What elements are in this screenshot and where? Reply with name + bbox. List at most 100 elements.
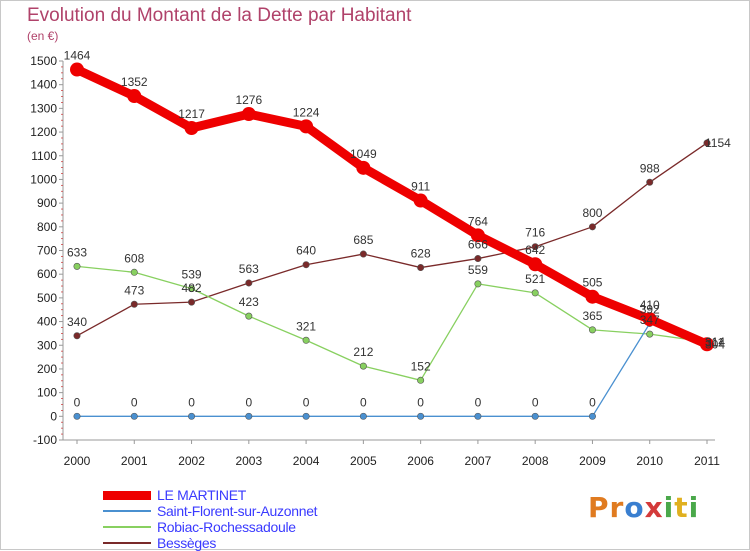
data-point [642,312,657,327]
data-label: 1049 [350,147,377,161]
data-label: 311 [705,336,724,350]
legend-swatch [103,490,151,500]
data-label: 1217 [178,107,205,121]
data-label: 212 [353,345,373,359]
y-tick-label: 500 [37,291,57,305]
data-label: 152 [411,359,431,373]
series-line-1 [76,322,708,417]
y-tick-label: 1400 [30,78,57,92]
data-point [646,178,654,186]
x-tick-label: 2008 [522,454,549,468]
data-point [359,412,367,420]
data-point [188,412,196,420]
data-point [130,412,138,420]
y-tick-label: 200 [37,362,57,376]
data-label: 1352 [121,75,148,89]
series-line-2 [76,265,708,381]
data-point [302,412,310,420]
data-point [700,337,714,352]
data-point [302,261,310,269]
data-point [417,412,425,420]
data-label: 521 [525,272,545,286]
data-point [245,412,253,420]
data-label: 482 [182,281,202,295]
data-label: 988 [640,161,660,175]
data-label: 0 [417,395,424,409]
data-label: 0 [245,395,252,409]
x-tick-label: 2007 [465,454,492,468]
legend-label: Bessèges [157,535,217,551]
logo-letter: t [674,491,689,524]
legend-swatch [103,510,151,512]
y-tick-label: 1100 [31,149,57,163]
data-label: 685 [353,233,373,247]
data-point [588,412,596,420]
data-point [302,336,310,344]
x-tick-label: 2005 [350,454,377,468]
x-tick-label: 2002 [178,454,205,468]
series-line-3 [76,142,708,337]
data-label: 1276 [235,93,262,107]
data-label: 628 [411,247,431,261]
data-label: 314 [705,335,725,349]
data-point [184,121,199,136]
data-point [474,280,482,288]
data-point [188,285,196,293]
data-label: 1224 [293,105,320,119]
series-line-0 [72,65,712,349]
data-label: 0 [475,395,482,409]
data-label: 304 [705,337,725,351]
logo-letter: i [688,491,700,524]
data-point [474,255,482,263]
data-label: 0 [532,395,539,409]
data-point [73,262,81,270]
data-label: 392 [640,302,660,316]
data-point [241,107,256,122]
data-label: 563 [239,262,259,276]
data-label: 0 [74,395,81,409]
data-point [413,193,428,208]
data-label: 539 [182,268,202,282]
data-label: 666 [468,238,488,252]
x-tick-label: 2000 [64,454,91,468]
y-tick-label: 100 [37,386,57,400]
data-point [417,264,425,272]
logo-letter: i [663,491,675,524]
data-label: 0 [589,395,596,409]
unit-label: (en €) [27,29,59,43]
y-tick-label: 1300 [30,101,57,115]
y-tick-label: 900 [37,196,57,210]
data-label: 0 [188,395,195,409]
x-tick-label: 2003 [235,454,262,468]
data-label: 764 [468,214,488,228]
data-point [356,160,371,175]
data-point [417,376,425,384]
data-label: 365 [582,309,602,323]
y-tick-label: 300 [37,338,57,352]
data-point [245,312,253,320]
data-point [73,412,81,420]
data-point [70,62,84,77]
legend-label: Saint-Florent-sur-Auzonnet [157,503,318,519]
legend-label: LE MARTINET [157,487,247,503]
data-label: 1154 [705,136,731,150]
y-tick-label: 800 [37,220,57,234]
data-point [127,89,142,104]
y-tick-label: 600 [37,267,57,281]
data-label: 347 [640,313,660,327]
data-point [130,268,138,276]
y-tick-label: 1200 [30,125,57,139]
data-point [531,289,539,297]
data-label: 800 [582,206,602,220]
logo-letter: r [609,491,625,524]
data-label: 911 [411,180,430,194]
legend-label: Robiac-Rochessadoule [157,519,296,535]
logo-letter: x [644,491,664,524]
data-label: 608 [124,251,144,265]
data-point [73,332,81,340]
x-tick-label: 2006 [407,454,434,468]
data-point [531,243,539,251]
data-point [588,223,596,231]
